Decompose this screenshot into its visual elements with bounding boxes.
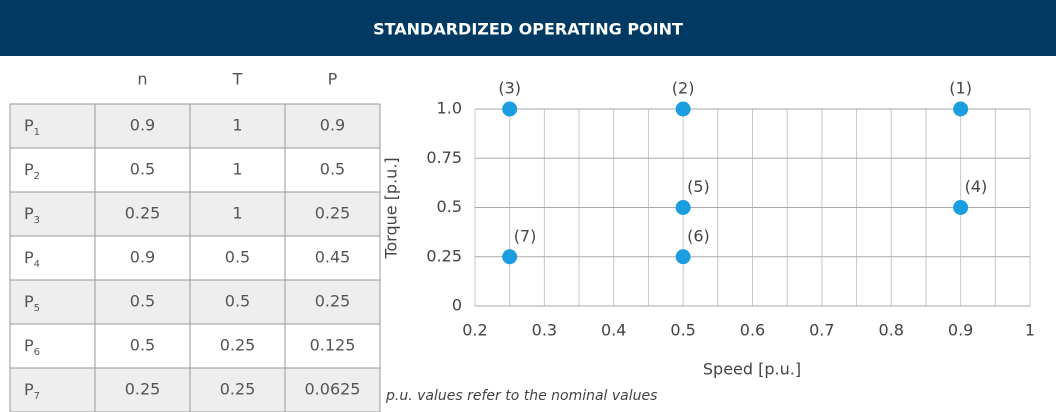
row-label-sub: 1 [34, 127, 40, 138]
y-tick-label: 0.5 [437, 197, 462, 216]
table-cell: 0.5 [130, 292, 155, 311]
header-bar [0, 0, 1056, 56]
y-tick-label: 0.75 [426, 148, 462, 167]
row-label-sub: 2 [34, 171, 40, 182]
row-label: P7 [24, 380, 40, 403]
row-label: P1 [24, 116, 40, 139]
column-header: n [137, 70, 147, 89]
row-label-main: P [24, 248, 34, 267]
table-cell: 0.5 [320, 160, 345, 179]
header-title: STANDARDIZED OPERATING POINT [373, 20, 683, 39]
row-label-main: P [24, 380, 34, 399]
row-label-main: P [24, 160, 34, 179]
point-label: (7) [514, 226, 537, 245]
y-tick-label: 0.25 [426, 246, 462, 265]
table-cell: 0.25 [315, 292, 351, 311]
table-cell: 1 [232, 204, 242, 223]
x-tick-label: 1 [1025, 321, 1035, 340]
row-label-sub: 6 [34, 347, 40, 358]
point-label: (5) [687, 177, 710, 196]
row-label: P6 [24, 336, 40, 359]
table-cell: 1 [232, 160, 242, 179]
x-tick-label: 0.3 [532, 321, 557, 340]
table-row [9, 103, 381, 149]
x-tick-label: 0.2 [462, 321, 487, 340]
note: p.u. values refer to the nominal values [385, 388, 657, 404]
table-row [9, 367, 381, 412]
table-row [9, 279, 381, 325]
x-tick-label: 0.6 [740, 321, 765, 340]
point-label: (6) [687, 226, 710, 245]
table-row [9, 235, 381, 281]
point-label: (2) [672, 79, 695, 98]
data-point [675, 249, 691, 265]
x-tick-label: 0.5 [670, 321, 695, 340]
row-label: P3 [24, 204, 40, 227]
table-cell: 0.5 [225, 248, 250, 267]
table-cell: 0.5 [130, 160, 155, 179]
table-cell: 0.9 [130, 116, 155, 135]
y-tick-label: 1.0 [437, 99, 462, 118]
table-row [9, 323, 381, 369]
table-cell: 0.25 [220, 380, 256, 399]
data-point [675, 200, 691, 215]
point-label: (3) [498, 79, 521, 98]
data-point [502, 101, 518, 117]
table-cell: 0.25 [315, 204, 351, 223]
row-label: P2 [24, 160, 40, 183]
column-header: T [232, 70, 243, 89]
row-label-sub: 5 [34, 303, 40, 314]
x-tick-label: 0.9 [948, 321, 973, 340]
row-label-sub: 7 [34, 391, 40, 402]
data-point [953, 200, 969, 215]
y-tick-label: 0 [452, 296, 462, 315]
x-tick-label: 0.7 [809, 321, 834, 340]
row-label: P5 [24, 292, 40, 315]
table-cell: 0.25 [125, 204, 161, 223]
table-cell: 0.5 [130, 336, 155, 355]
row-label-main: P [24, 204, 34, 223]
x-tick-label: 0.4 [601, 321, 626, 340]
table-cell: 0.25 [220, 336, 256, 355]
row-label-sub: 4 [34, 259, 40, 270]
x-axis-label: Speed [p.u.] [703, 360, 801, 379]
row-label-main: P [24, 292, 34, 311]
table-cell: 0.9 [130, 248, 155, 267]
y-axis-label: Torque [p.u.] [382, 157, 401, 259]
table-cell: 0.9 [320, 116, 345, 135]
point-label: (4) [965, 177, 988, 196]
column-header: P [328, 70, 338, 89]
data-point [675, 101, 691, 117]
table-cell: 0.125 [310, 336, 356, 355]
row-label-main: P [24, 116, 34, 135]
table-cell: 0.45 [315, 248, 351, 267]
data-point [502, 249, 518, 265]
data-point [953, 101, 969, 117]
point-label: (1) [949, 79, 972, 98]
x-tick-label: 0.8 [879, 321, 904, 340]
table-cell: 0.0625 [305, 380, 361, 399]
table-row [9, 147, 381, 193]
table-cell: 1 [232, 116, 242, 135]
table-cell: 0.5 [225, 292, 250, 311]
row-label-sub: 3 [34, 215, 40, 226]
row-label-main: P [24, 336, 34, 355]
table-row [9, 191, 381, 237]
table-cell: 0.25 [125, 380, 161, 399]
row-label: P4 [24, 248, 40, 271]
